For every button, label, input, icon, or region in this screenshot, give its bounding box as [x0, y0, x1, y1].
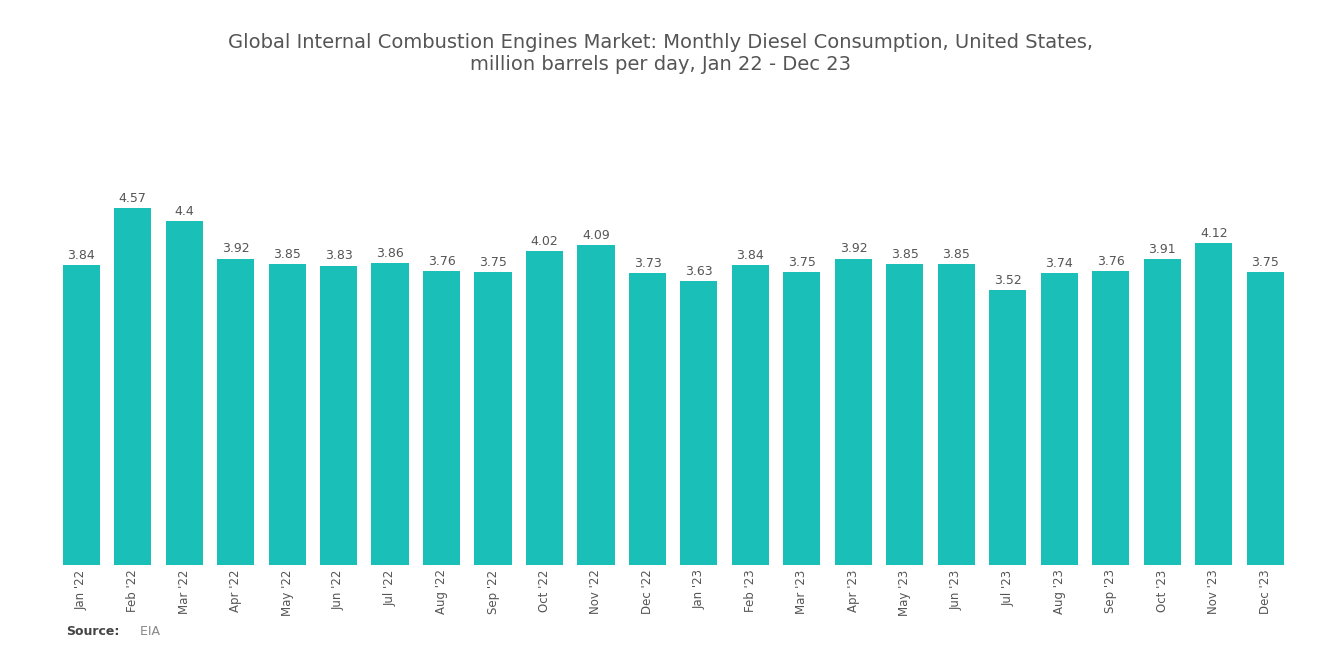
Bar — [62, 265, 99, 565]
Text: 3.74: 3.74 — [1045, 257, 1073, 269]
Text: EIA: EIA — [132, 625, 160, 638]
Bar — [783, 272, 821, 565]
Bar — [834, 259, 873, 565]
Bar — [937, 264, 975, 565]
Text: 4.57: 4.57 — [119, 192, 147, 205]
Bar — [680, 281, 718, 565]
Text: 3.91: 3.91 — [1148, 243, 1176, 256]
Bar — [628, 273, 667, 565]
Text: 3.76: 3.76 — [1097, 255, 1125, 268]
Bar — [1247, 272, 1284, 565]
Bar — [1092, 271, 1130, 565]
Text: 3.52: 3.52 — [994, 274, 1022, 287]
Text: 3.75: 3.75 — [788, 256, 816, 269]
Text: 4.02: 4.02 — [531, 235, 558, 247]
Text: 3.73: 3.73 — [634, 257, 661, 270]
Text: 3.85: 3.85 — [891, 248, 919, 261]
Bar — [1143, 259, 1181, 565]
Bar — [474, 272, 512, 565]
Text: 3.83: 3.83 — [325, 249, 352, 263]
Text: 3.86: 3.86 — [376, 247, 404, 260]
Bar — [371, 263, 409, 565]
Text: 3.63: 3.63 — [685, 265, 713, 278]
Bar — [886, 264, 924, 565]
Bar — [577, 245, 615, 565]
Bar — [268, 264, 306, 565]
Bar — [216, 259, 255, 565]
Bar — [1040, 273, 1078, 565]
Text: 4.12: 4.12 — [1200, 227, 1228, 240]
Text: 3.75: 3.75 — [479, 256, 507, 269]
Bar — [989, 290, 1027, 565]
Text: 3.92: 3.92 — [222, 243, 249, 255]
Bar — [731, 265, 770, 565]
Text: 4.09: 4.09 — [582, 229, 610, 242]
Text: 3.92: 3.92 — [840, 243, 867, 255]
Text: 3.75: 3.75 — [1251, 256, 1279, 269]
Text: 3.76: 3.76 — [428, 255, 455, 268]
Text: 3.84: 3.84 — [737, 249, 764, 262]
Text: 3.85: 3.85 — [273, 248, 301, 261]
Text: 3.85: 3.85 — [942, 248, 970, 261]
Bar — [319, 265, 358, 565]
Text: 4.4: 4.4 — [174, 205, 194, 218]
Bar — [114, 207, 150, 565]
Text: 3.84: 3.84 — [67, 249, 95, 262]
Bar — [422, 271, 461, 565]
Bar — [165, 221, 203, 565]
Bar — [525, 251, 564, 565]
Text: Source:: Source: — [66, 625, 119, 638]
Text: Global Internal Combustion Engines Market: Monthly Diesel Consumption, United St: Global Internal Combustion Engines Marke… — [227, 33, 1093, 74]
Bar — [1196, 243, 1233, 565]
